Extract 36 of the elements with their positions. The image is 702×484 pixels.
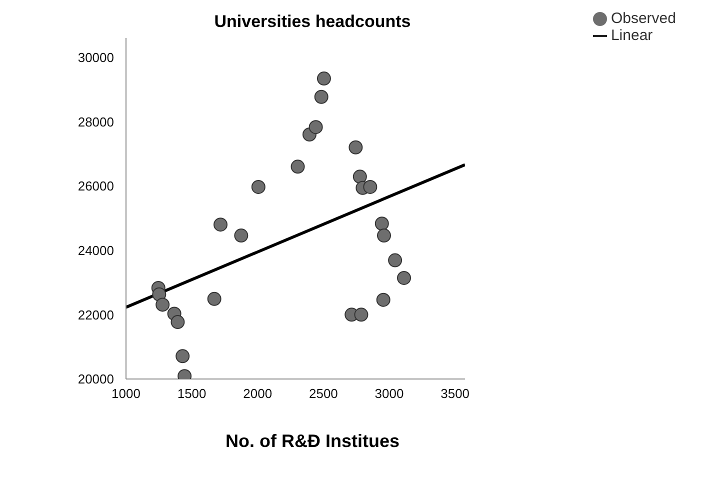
point (170, 315, 185, 330)
point (352, 170, 367, 184)
x-tick-label: 3500 (440, 386, 470, 402)
point (374, 216, 389, 231)
point (234, 228, 248, 243)
point (314, 90, 328, 104)
point (156, 298, 170, 312)
x-axis-title: No. of R&Đ Institues (224, 431, 400, 452)
point (290, 160, 305, 174)
point (348, 140, 363, 154)
point (397, 270, 412, 285)
x-tick-label: 3000 (374, 386, 404, 402)
point (354, 308, 368, 322)
x-tick-label: 1000 (112, 386, 140, 402)
chart-title: Universities headcounts (213, 12, 412, 32)
y-tick-label: 20000 (78, 372, 114, 387)
point (377, 228, 391, 243)
x-tick-label: 2500 (308, 386, 338, 402)
point (251, 180, 266, 194)
point (388, 253, 402, 268)
x-tick-label: 2000 (243, 386, 272, 402)
y-tick-label: 22000 (78, 307, 114, 322)
x-tick-label: 1500 (177, 386, 206, 402)
point (308, 120, 323, 134)
y-tick-label: 26000 (78, 178, 114, 194)
legend-label: Linear (610, 27, 653, 44)
point (176, 349, 190, 364)
y-tick-label: 24000 (78, 242, 114, 258)
legend-label: Observed (610, 10, 676, 27)
point (316, 72, 331, 86)
point (363, 180, 378, 194)
point (376, 292, 390, 307)
y-tick-label: 30000 (78, 50, 114, 65)
point (214, 218, 228, 232)
point (207, 292, 222, 306)
y-tick-label: 28000 (78, 114, 114, 130)
